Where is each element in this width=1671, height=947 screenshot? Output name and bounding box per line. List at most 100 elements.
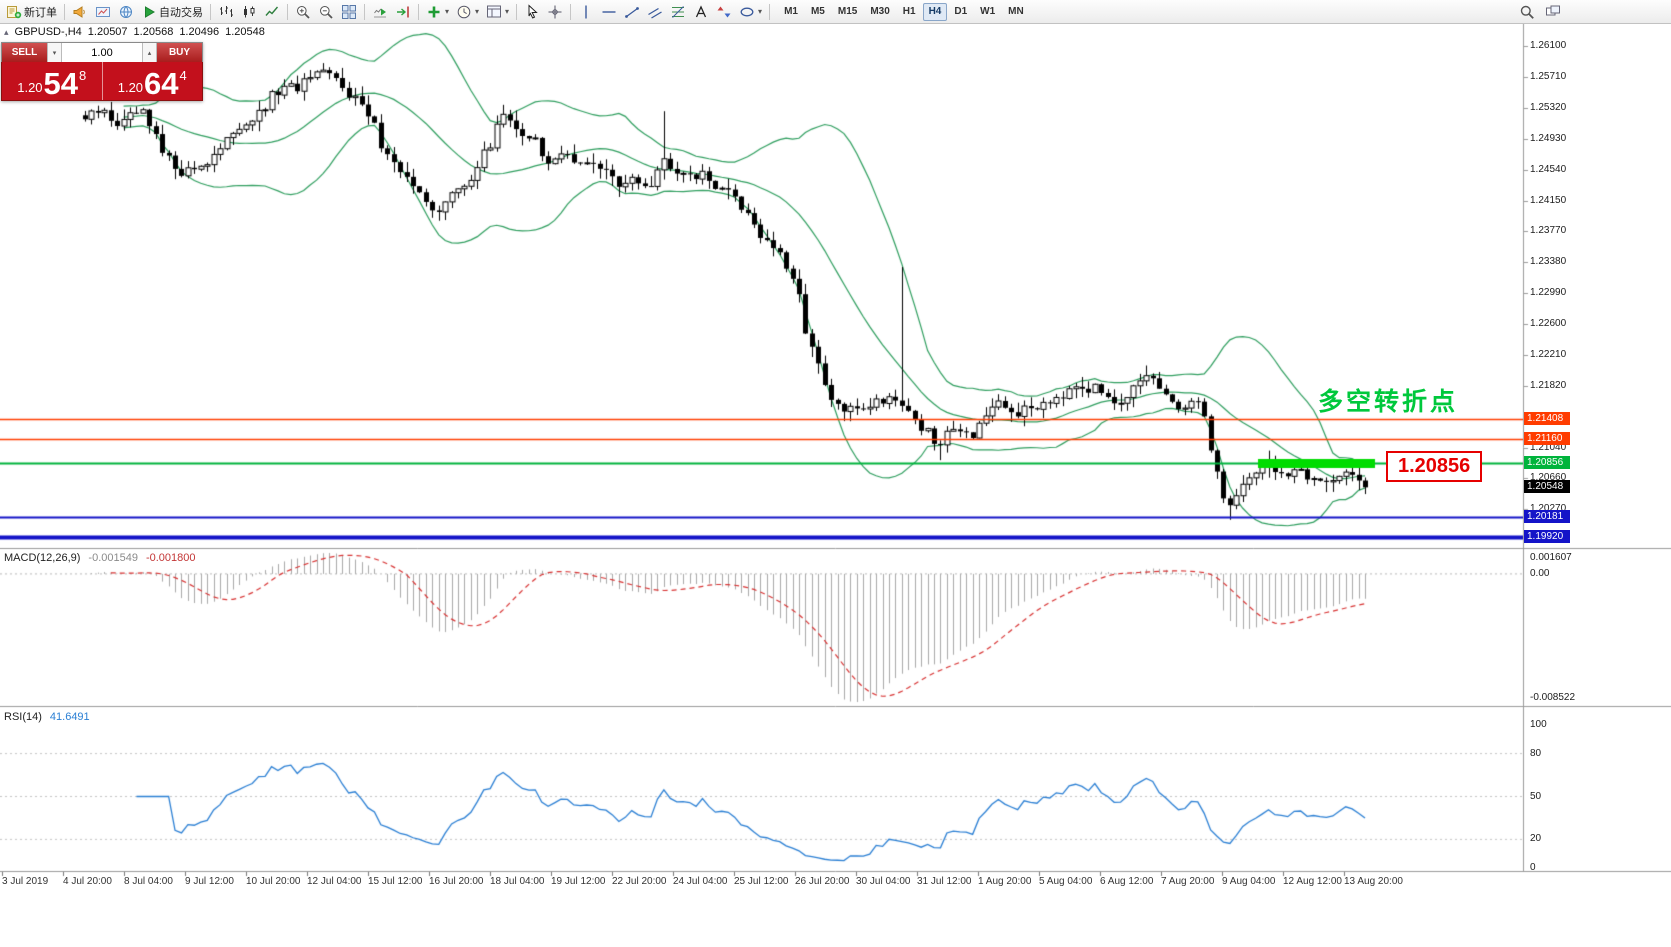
dropdown-caret-icon[interactable]: ▾: [758, 7, 763, 16]
price-tick-label: 1.23770: [1530, 225, 1567, 237]
price-tick-label: 1.20270: [1530, 503, 1566, 514]
toolbar-separator: [769, 3, 771, 20]
macd-label: MACD(12,26,9): [4, 552, 81, 564]
metaeditor-button[interactable]: [69, 2, 91, 22]
symbol-ohlc-line: ▴ GBPUSD-,H4 1.20507 1.20568 1.20496 1.2…: [4, 26, 265, 38]
text-label-button[interactable]: [690, 2, 712, 22]
price-line-tag[interactable]: 1.21160: [1524, 431, 1570, 445]
periods-button[interactable]: ▾: [453, 2, 482, 22]
toolbar: 新订单 自动交易 ▾ ▾ ▾ ▾ M1 M5 M15 M30 H1 H4 D1 W1 MN: [0, 0, 1671, 24]
vertical-line-button[interactable]: [575, 2, 597, 22]
volume-input[interactable]: [62, 43, 142, 62]
new-order-button[interactable]: 新订单: [3, 2, 60, 22]
time-axis-label: 6 Aug 12:00: [1100, 876, 1154, 887]
clock-icon: [457, 5, 471, 18]
price-tick-label: 1.20660: [1530, 472, 1567, 484]
trendline-icon: [625, 6, 639, 18]
time-axis-label: 26 Jul 20:00: [795, 876, 850, 887]
buy-price-display[interactable]: 1.20 64 4: [103, 62, 203, 100]
globe-icon: [120, 5, 132, 18]
dropdown-caret-icon[interactable]: ▾: [475, 7, 480, 16]
chart-shift-button[interactable]: [392, 2, 414, 22]
price-scale[interactable]: 1.26100 1.25710 1.25320 1.24930 1.24540 1.241…: [1524, 24, 1671, 947]
macd-scale-min: -0.008522: [1530, 692, 1576, 703]
price-tick-label: 1.26100: [1530, 40, 1567, 52]
horizontal-line-button[interactable]: [598, 2, 620, 22]
price-chart-canvas[interactable]: [0, 24, 1671, 947]
arrow-objects-button[interactable]: [713, 2, 735, 22]
buy-button[interactable]: BUY: [157, 43, 202, 62]
low-value: 1.20496: [179, 26, 220, 38]
autotrading-button[interactable]: 自动交易: [138, 2, 206, 22]
bar-chart-button[interactable]: [215, 2, 237, 22]
tile-windows-button[interactable]: [338, 2, 360, 22]
dropdown-caret-icon[interactable]: ▾: [505, 7, 510, 16]
trendline-button[interactable]: [621, 2, 643, 22]
chart-windows-button[interactable]: [1542, 2, 1564, 22]
vline-icon: [585, 5, 587, 18]
buy-price-big: 64: [144, 66, 179, 102]
zoom-out-button[interactable]: [315, 2, 337, 22]
time-axis[interactable]: 3 Jul 2019 4 Jul 20:00 8 Jul 04:00 9 Jul 12…: [0, 876, 1523, 892]
timeframe-m15[interactable]: M15: [837, 5, 858, 17]
indicators-button[interactable]: ▾: [423, 2, 452, 22]
templates-button[interactable]: ▾: [483, 2, 512, 22]
price-tick-label: 1.23380: [1530, 256, 1567, 268]
turning-point-annotation: 多空转折点: [1318, 388, 1459, 416]
toolbar-separator: [418, 3, 419, 20]
price-line-tag[interactable]: 1.20181: [1524, 509, 1570, 523]
price-tick-label: 1.25320: [1530, 102, 1567, 114]
crosshair-button[interactable]: [544, 2, 566, 22]
fibonacci-button[interactable]: [667, 2, 689, 22]
arrows-icon: [717, 6, 731, 17]
candlestick-chart-button[interactable]: [238, 2, 260, 22]
one-click-toggle-icon[interactable]: ▴: [4, 26, 9, 37]
zoom-in-button[interactable]: [292, 2, 314, 22]
time-axis-label: 12 Aug 12:00: [1283, 876, 1342, 887]
line-chart-button[interactable]: [261, 2, 283, 22]
rsi-indicator-header: RSI(14) 41.6491: [4, 711, 90, 723]
timeframe-m30[interactable]: M30: [870, 5, 890, 17]
current-price-tag[interactable]: 1.20548: [1524, 480, 1570, 494]
time-axis-label: 18 Jul 04:00: [490, 876, 545, 887]
rsi-value: 41.6491: [49, 711, 90, 723]
search-icon: [1520, 5, 1534, 19]
timeframe-h4[interactable]: H4: [922, 2, 948, 21]
textA-icon: [695, 4, 707, 17]
price-line-tag[interactable]: 1.19920: [1524, 530, 1570, 544]
time-axis-label: 16 Jul 20:00: [429, 876, 484, 887]
rsi-scale-label: 80: [1530, 747, 1542, 759]
volume-up-button[interactable]: ▴: [142, 43, 157, 62]
shapes-button[interactable]: ▾: [736, 2, 765, 22]
search-button[interactable]: [1516, 2, 1538, 22]
community-button[interactable]: [115, 2, 137, 22]
time-axis-label: 12 Jul 04:00: [307, 876, 362, 887]
price-line-tag[interactable]: 1.20856: [1524, 455, 1570, 469]
timeframe-m1[interactable]: M1: [784, 5, 798, 17]
time-axis-label: 19 Jul 12:00: [551, 876, 606, 887]
zoom-out-icon: [320, 5, 333, 19]
volume-down-button[interactable]: ▾: [47, 43, 62, 62]
rsi-label: RSI(14): [4, 711, 42, 723]
sell-price-display[interactable]: 1.20 54 8: [2, 62, 102, 100]
market-watch-button[interactable]: [92, 2, 114, 22]
timeframe-mn[interactable]: MN: [1008, 5, 1024, 17]
timeframe-m5[interactable]: M5: [810, 5, 825, 17]
horn-icon: [73, 5, 85, 18]
timeframe-d1[interactable]: D1: [954, 5, 968, 17]
symbol-period-label: GBPUSD-,H4: [14, 26, 82, 38]
price-line-tag[interactable]: 1.21408: [1524, 411, 1570, 425]
timeframe-h1[interactable]: H1: [902, 5, 916, 17]
auto-scroll-button[interactable]: [369, 2, 391, 22]
channel-button[interactable]: [644, 2, 666, 22]
timeframe-w1[interactable]: W1: [980, 5, 996, 17]
time-axis-label: 5 Aug 04:00: [1039, 876, 1093, 887]
price-tick-label: 1.25710: [1530, 71, 1567, 83]
cursor-button[interactable]: [521, 2, 543, 22]
new-order-button-label: 新订单: [24, 6, 57, 19]
dropdown-caret-icon[interactable]: ▾: [445, 7, 450, 16]
sell-price-prefix: 1.20: [17, 80, 43, 95]
sell-button[interactable]: SELL: [2, 43, 47, 62]
time-axis-label: 8 Jul 04:00: [124, 876, 173, 887]
